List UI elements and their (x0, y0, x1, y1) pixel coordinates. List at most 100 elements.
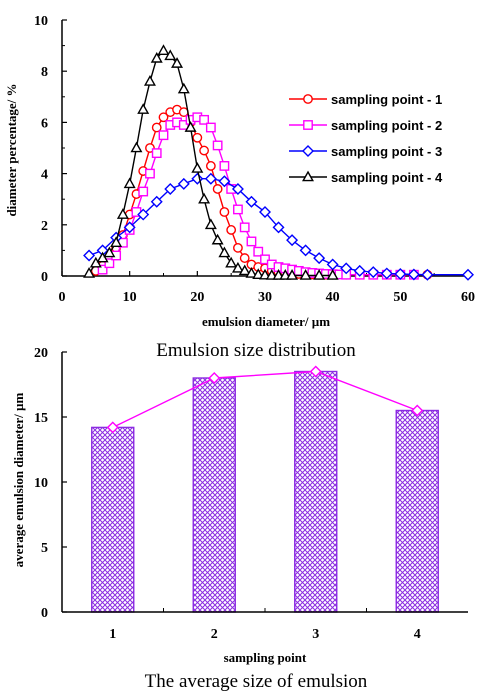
distribution-x-tick-label: 50 (393, 290, 407, 305)
average-size-y-tick-label: 5 (41, 541, 48, 556)
data-point (150, 195, 163, 208)
data-point (212, 184, 223, 194)
average-size-chart: 0 5 10 15 20 1 2 3 4 sampling point average emul… (11, 346, 468, 692)
data-point (177, 177, 190, 190)
data-point (218, 175, 231, 188)
data-point (110, 236, 123, 248)
data-point (245, 267, 258, 278)
data-point (219, 207, 230, 217)
data-point (246, 236, 257, 247)
average-size-y-tick-label: 0 (41, 606, 48, 621)
distribution-series (83, 44, 474, 281)
trend-point-1 (106, 421, 119, 434)
distribution-legend: sampling point - 1 sampling point - 2 samp… (289, 92, 443, 185)
data-point (143, 75, 156, 86)
legend-label: sampling point - 3 (331, 144, 442, 159)
data-point (89, 256, 102, 268)
data-point (205, 161, 216, 171)
data-point (199, 114, 209, 125)
average-size-caption: The average size of emulsion (145, 671, 368, 692)
bar-3 (294, 370, 338, 613)
legend-marker (302, 170, 314, 182)
data-point (204, 172, 217, 185)
distribution-x-tick-label: 20 (190, 290, 204, 305)
trend-point-4 (411, 404, 424, 417)
data-point (151, 122, 162, 133)
data-point (286, 269, 299, 280)
data-point (96, 251, 109, 263)
data-point (158, 112, 169, 123)
data-point (150, 51, 163, 63)
data-point (191, 162, 204, 173)
data-point (272, 221, 285, 234)
data-point (353, 264, 366, 277)
average-size-trend-line (106, 365, 424, 434)
data-point (199, 145, 210, 156)
data-point (205, 122, 216, 133)
data-point (164, 182, 177, 195)
distribution-y-tick-label: 6 (41, 116, 48, 131)
distribution-series-3 (83, 172, 474, 281)
legend-item-3: sampling point - 3 (289, 144, 442, 159)
data-point (394, 267, 407, 280)
legend-marker (303, 120, 313, 130)
average-size-y-tick-label: 20 (34, 346, 48, 361)
distribution-series-4 (83, 44, 339, 280)
average-size-y-axis-label: average emulsion diameter/ µm (11, 393, 26, 568)
data-point (103, 246, 116, 258)
data-point (211, 233, 224, 245)
data-point (421, 268, 434, 281)
data-point (259, 268, 271, 280)
data-point (226, 225, 237, 235)
data-point (313, 269, 326, 280)
data-point (192, 132, 203, 143)
trend-line (112, 370, 418, 429)
data-point (218, 246, 231, 258)
average-size-x-axis-label: sampling point (224, 650, 307, 665)
average-size-x-tick-label: 4 (414, 627, 421, 642)
data-point (178, 120, 189, 130)
distribution-caption: Emulsion size distribution (156, 340, 356, 361)
average-size-x-tick-label: 2 (211, 627, 218, 642)
data-point (238, 264, 251, 276)
average-size-y-tick-label: 10 (34, 476, 48, 491)
bar-2 (192, 377, 236, 613)
legend-item-4: sampling point - 4 (289, 170, 443, 185)
data-point (233, 204, 243, 215)
data-point (130, 141, 143, 153)
legend-item-2: sampling point - 2 (289, 118, 442, 133)
legend-label: sampling point - 1 (331, 92, 442, 107)
data-point (198, 192, 211, 204)
data-point (260, 254, 270, 265)
data-point (184, 121, 197, 132)
legend-label: sampling point - 2 (331, 118, 442, 133)
legend-marker (303, 94, 313, 104)
data-point (231, 182, 244, 195)
distribution-y-tick-label: 8 (41, 65, 48, 80)
data-point (83, 267, 96, 278)
data-point (326, 258, 339, 271)
data-point (137, 208, 150, 221)
data-point (204, 218, 217, 230)
legend-item-1: sampling point - 1 (289, 92, 442, 107)
data-point (252, 268, 265, 280)
data-point (83, 249, 96, 262)
bar-4 (395, 409, 439, 613)
average-size-x-tick-label: 3 (312, 627, 319, 642)
trend-point-2 (208, 372, 221, 384)
data-point (171, 57, 184, 68)
data-point (158, 130, 169, 141)
distribution-x-tick-label: 0 (59, 290, 66, 305)
data-point (407, 268, 420, 281)
bar-1 (91, 426, 135, 613)
data-point (151, 148, 162, 159)
distribution-y-tick-label: 4 (41, 168, 48, 183)
distribution-x-axis-label: emulsion diameter/ µm (202, 314, 330, 329)
data-point (123, 177, 136, 189)
data-point (462, 268, 474, 281)
data-point (253, 246, 264, 257)
distribution-x-tick-label: 60 (461, 290, 475, 305)
distribution-y-tick-label: 10 (34, 14, 48, 29)
distribution-series-2 (97, 112, 419, 280)
